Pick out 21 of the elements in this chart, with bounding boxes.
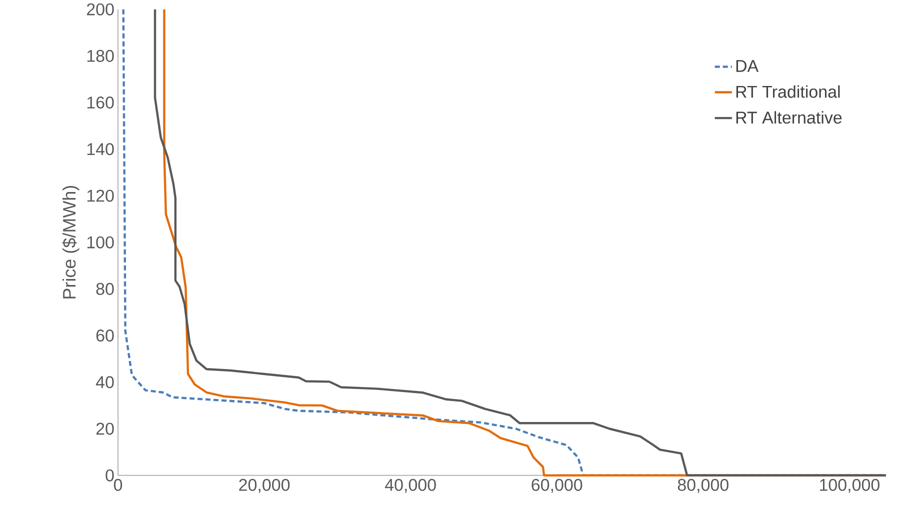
legend-label: DA: [736, 60, 759, 72]
y-tick-label: 20: [96, 422, 114, 435]
y-tick-label: 40: [96, 376, 114, 388]
legend-label: RT Alternative: [736, 111, 842, 124]
x-tick-label: 20,000: [239, 478, 290, 493]
x-tick-label: 100,000: [820, 478, 880, 493]
y-tick-label: 120: [87, 190, 114, 202]
y-tick-label: 100: [87, 236, 114, 248]
x-tick-label: 80,000: [678, 478, 728, 493]
x-tick-label: 60,000: [532, 478, 582, 493]
y-tick-label: 80: [96, 282, 114, 295]
y-tick-label: 160: [87, 96, 114, 108]
x-tick-label: 0: [114, 478, 122, 491]
y-tick-label: 0: [106, 469, 114, 482]
y-tick-label: 200: [86, 3, 114, 16]
y-tick-label: 60: [96, 329, 114, 342]
y-axis-title: Price ($/MWh): [62, 186, 80, 298]
x-tick-label: 40,000: [384, 478, 436, 493]
y-tick-label: 140: [87, 142, 114, 155]
y-tick-label: 180: [87, 50, 114, 62]
legend-label: RT Traditional: [736, 85, 840, 98]
